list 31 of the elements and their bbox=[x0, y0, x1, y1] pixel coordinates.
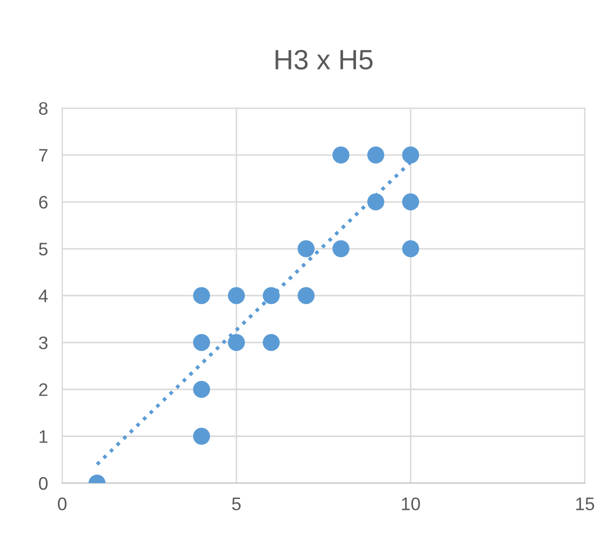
point bbox=[193, 428, 210, 445]
point bbox=[332, 146, 350, 164]
y-tick-label: 5 bbox=[38, 242, 48, 256]
y-tick-label: 7 bbox=[39, 149, 48, 162]
point bbox=[193, 380, 210, 398]
y-tick-label: 2 bbox=[39, 383, 48, 396]
y-tick-label: 8 bbox=[39, 102, 48, 115]
y-tick-label: 0 bbox=[38, 477, 48, 490]
point bbox=[193, 287, 210, 304]
point bbox=[402, 193, 420, 210]
point bbox=[402, 240, 420, 258]
point bbox=[402, 146, 420, 164]
x-tick-label: 5 bbox=[232, 498, 241, 510]
y-tick-label: 1 bbox=[40, 430, 48, 443]
x-tick-label: 10 bbox=[402, 497, 420, 510]
point bbox=[228, 334, 245, 352]
point bbox=[193, 334, 210, 352]
point bbox=[228, 287, 245, 304]
point bbox=[332, 240, 350, 258]
y-tick-label: 3 bbox=[38, 336, 48, 350]
y-tick-label: 6 bbox=[39, 196, 48, 209]
chart-title: H3 x H5 bbox=[276, 50, 373, 70]
x-tick-label: 0 bbox=[58, 497, 67, 510]
point bbox=[298, 240, 315, 258]
x-tick-label: 15 bbox=[576, 498, 594, 510]
y-tick-label: 4 bbox=[38, 290, 48, 302]
point bbox=[298, 287, 315, 304]
point bbox=[262, 334, 280, 352]
point bbox=[262, 287, 280, 304]
point bbox=[367, 146, 384, 164]
point bbox=[367, 193, 384, 210]
